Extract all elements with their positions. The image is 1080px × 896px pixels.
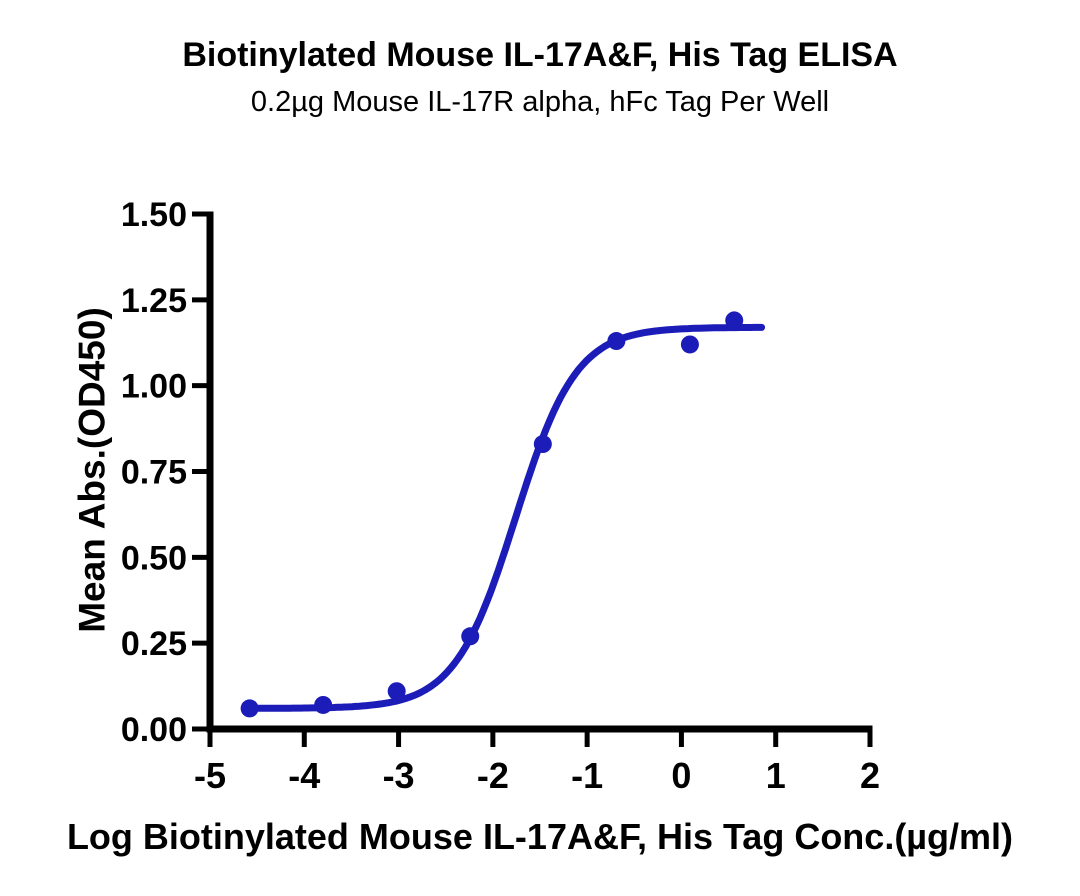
x-tick-label: 2	[860, 755, 880, 796]
data-point	[461, 627, 480, 646]
y-tick-label: 1.25	[121, 282, 187, 320]
y-tick-label: 0.75	[121, 454, 187, 492]
data-point	[240, 699, 259, 718]
y-tick-label: 0.00	[121, 711, 187, 749]
data-point	[314, 695, 333, 714]
x-tick-label: 1	[766, 755, 786, 796]
data-point	[607, 332, 626, 351]
x-axis-title: Log Biotinylated Mouse IL-17A&F, His Tag…	[66, 816, 1014, 857]
data-point	[387, 682, 406, 701]
x-tick-label: -3	[383, 755, 415, 796]
x-tick-label: 0	[671, 755, 691, 796]
data-point	[533, 435, 552, 454]
y-tick-label: 0.50	[121, 539, 187, 577]
chart-title: Biotinylated Mouse IL-17A&F, His Tag ELI…	[182, 36, 898, 74]
fit-curve	[246, 323, 766, 712]
y-tick-label: 1.50	[121, 196, 187, 234]
chart-subtitle: 0.2µg Mouse IL-17R alpha, hFc Tag Per We…	[250, 86, 830, 118]
data-point	[725, 311, 744, 330]
x-tick-label: -5	[194, 755, 226, 796]
x-tick-label: -2	[477, 755, 509, 796]
y-tick-label: 1.00	[121, 368, 187, 406]
x-tick-label: -4	[288, 755, 320, 796]
y-tick-label: 0.25	[121, 625, 187, 663]
data-point	[680, 335, 699, 354]
x-tick-label: -1	[571, 755, 603, 796]
